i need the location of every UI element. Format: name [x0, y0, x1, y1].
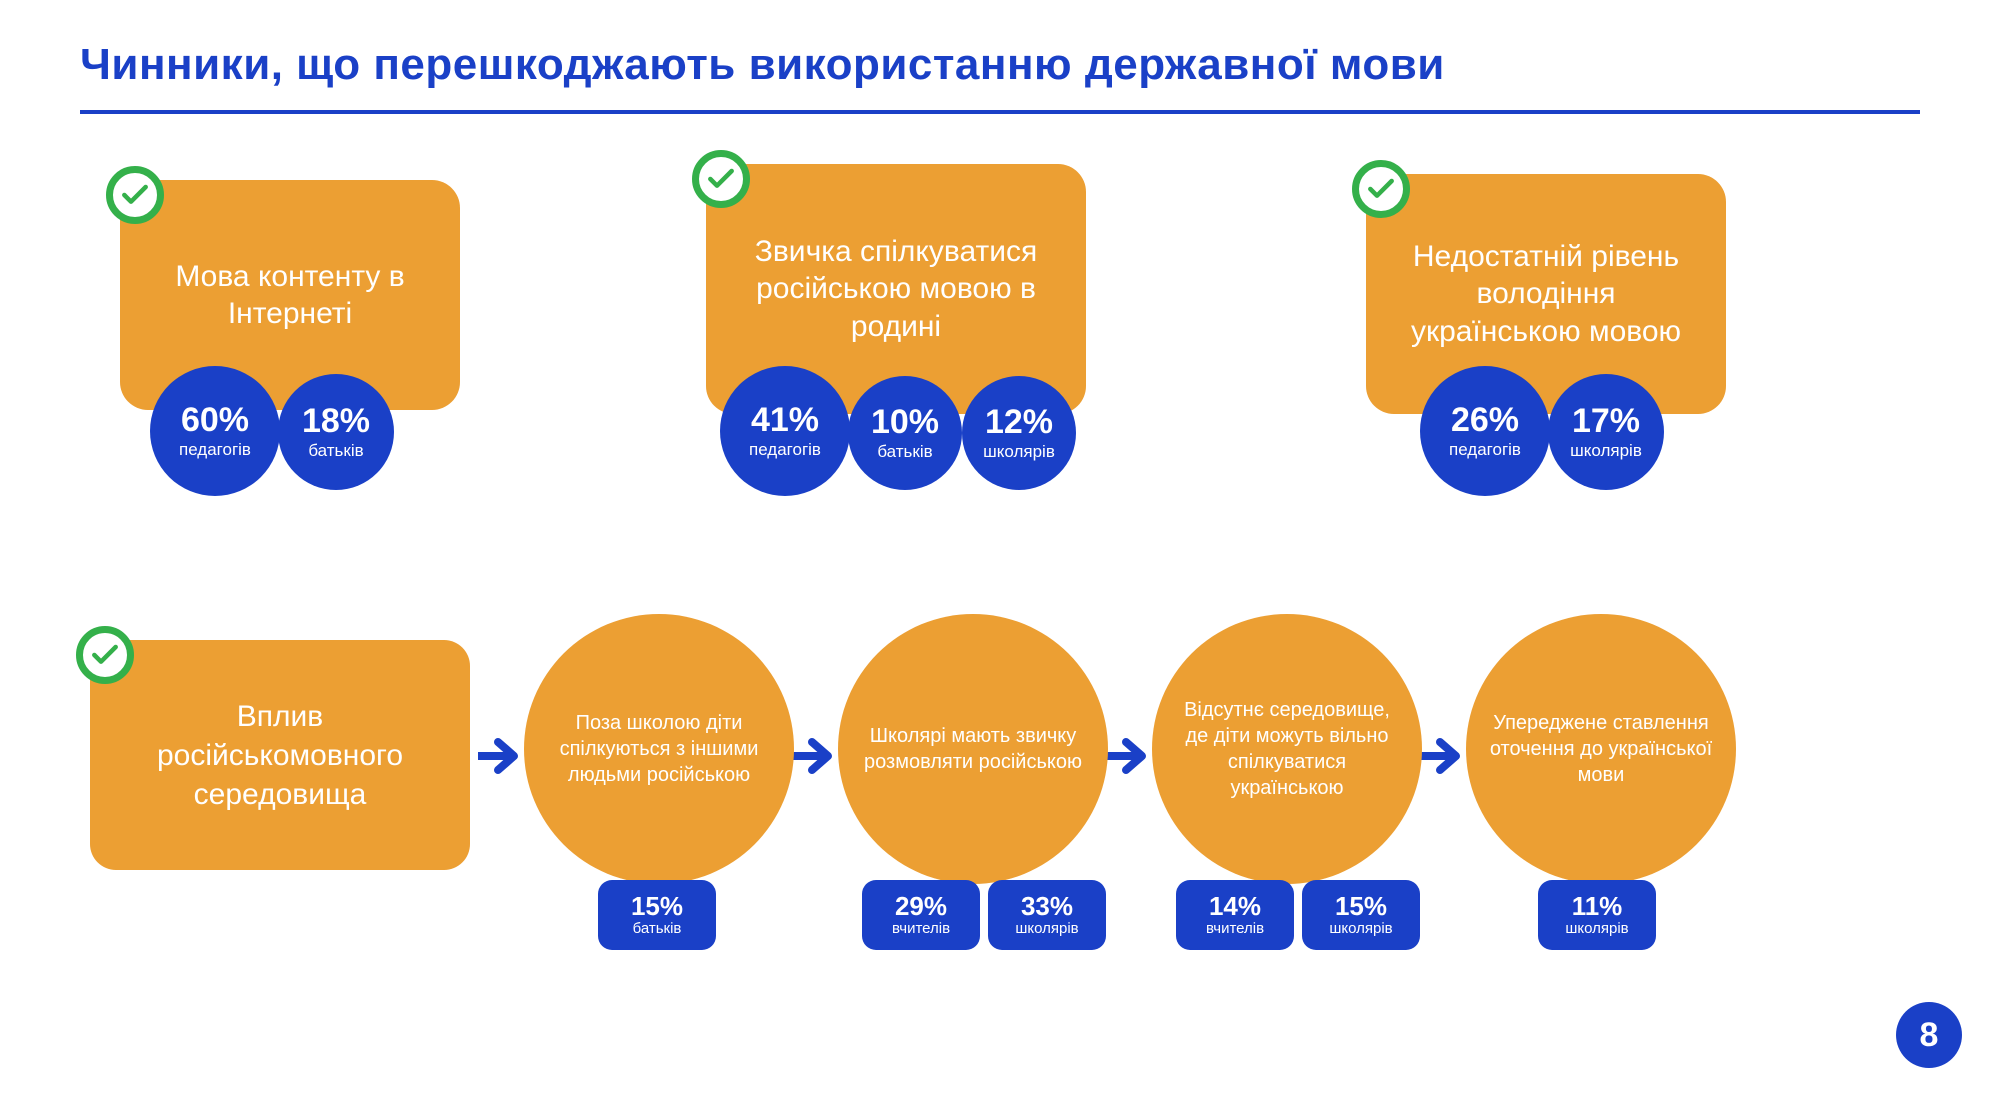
- stat-label: батьків: [633, 921, 682, 937]
- stat-value: 41%: [751, 403, 819, 439]
- stat-bubble: 60% педагогів: [150, 366, 280, 496]
- stat-label: педагогів: [179, 441, 251, 459]
- stat-bubble: 41% педагогів: [720, 366, 850, 496]
- factor-card-3-text: Недостатній рівень володіння українською…: [1396, 238, 1696, 351]
- check-icon: [106, 166, 164, 224]
- check-icon: [76, 626, 134, 684]
- stat-pill: 14% вчителів: [1176, 880, 1294, 950]
- stat-value: 33%: [1021, 893, 1073, 920]
- stat-value: 17%: [1572, 404, 1640, 440]
- stat-pill: 11% школярів: [1538, 880, 1656, 950]
- stat-value: 15%: [631, 893, 683, 920]
- stat-value: 12%: [985, 405, 1053, 441]
- flow-step-3: Відсутнє середовище, де діти можуть віль…: [1152, 614, 1422, 884]
- flow-step-2: Школярі мають звичку розмовляти російськ…: [838, 614, 1108, 884]
- flow-lead-text: Вплив російськомовного середовища: [90, 697, 470, 814]
- page-number-badge: 8: [1896, 1002, 1962, 1068]
- stat-label: батьків: [877, 443, 932, 461]
- stat-value: 60%: [181, 403, 249, 439]
- flow-step-3-text: Відсутнє середовище, де діти можуть віль…: [1152, 697, 1422, 801]
- stat-label: школярів: [1570, 442, 1642, 460]
- stat-bubble: 18% батьків: [278, 374, 394, 490]
- factor-card-2-text: Звичка спілкуватися російською мовою в р…: [736, 233, 1056, 346]
- factor-card-1-text: Мова контенту в Інтернеті: [150, 258, 430, 333]
- arrow-right-icon: [478, 736, 526, 776]
- factor-card-1: Мова контенту в Інтернеті: [120, 180, 460, 410]
- check-icon: [1352, 160, 1410, 218]
- stat-pill: 15% школярів: [1302, 880, 1420, 950]
- stat-value: 15%: [1335, 893, 1387, 920]
- stat-value: 11%: [1572, 893, 1623, 920]
- stat-value: 26%: [1451, 403, 1519, 439]
- stat-bubble: 10% батьків: [848, 376, 962, 490]
- stat-label: школярів: [1565, 921, 1628, 937]
- check-icon: [692, 150, 750, 208]
- stat-bubble: 12% школярів: [962, 376, 1076, 490]
- stat-label: школярів: [1329, 921, 1392, 937]
- title-underline: [80, 110, 1920, 114]
- stat-value: 18%: [302, 404, 370, 440]
- stat-pill: 33% школярів: [988, 880, 1106, 950]
- arrow-right-icon: [792, 736, 840, 776]
- stat-label: школярів: [1015, 921, 1078, 937]
- flow-step-1: Поза школою діти спілкуються з іншими лю…: [524, 614, 794, 884]
- arrow-right-icon: [1420, 736, 1468, 776]
- stat-pill: 29% вчителів: [862, 880, 980, 950]
- stat-value: 14%: [1209, 893, 1261, 920]
- flow-step-2-text: Школярі мають звичку розмовляти російськ…: [838, 723, 1108, 775]
- stat-label: школярів: [983, 443, 1055, 461]
- stat-pill: 15% батьків: [598, 880, 716, 950]
- stat-label: батьків: [308, 442, 363, 460]
- stat-value: 29%: [895, 893, 947, 920]
- page-title: Чинники, що перешкоджають використанню д…: [80, 40, 1445, 90]
- flow-step-1-text: Поза школою діти спілкуються з іншими лю…: [524, 710, 794, 788]
- arrow-right-icon: [1106, 736, 1154, 776]
- stat-label: вчителів: [892, 921, 950, 937]
- factor-card-3: Недостатній рівень володіння українською…: [1366, 174, 1726, 414]
- stat-bubble: 17% школярів: [1548, 374, 1664, 490]
- stat-label: педагогів: [749, 441, 821, 459]
- stat-value: 10%: [871, 405, 939, 441]
- flow-lead-card: Вплив російськомовного середовища: [90, 640, 470, 870]
- stat-bubble: 26% педагогів: [1420, 366, 1550, 496]
- flow-step-4: Упереджене ставлення оточення до українс…: [1466, 614, 1736, 884]
- stat-label: вчителів: [1206, 921, 1264, 937]
- stat-label: педагогів: [1449, 441, 1521, 459]
- flow-step-4-text: Упереджене ставлення оточення до українс…: [1466, 710, 1736, 788]
